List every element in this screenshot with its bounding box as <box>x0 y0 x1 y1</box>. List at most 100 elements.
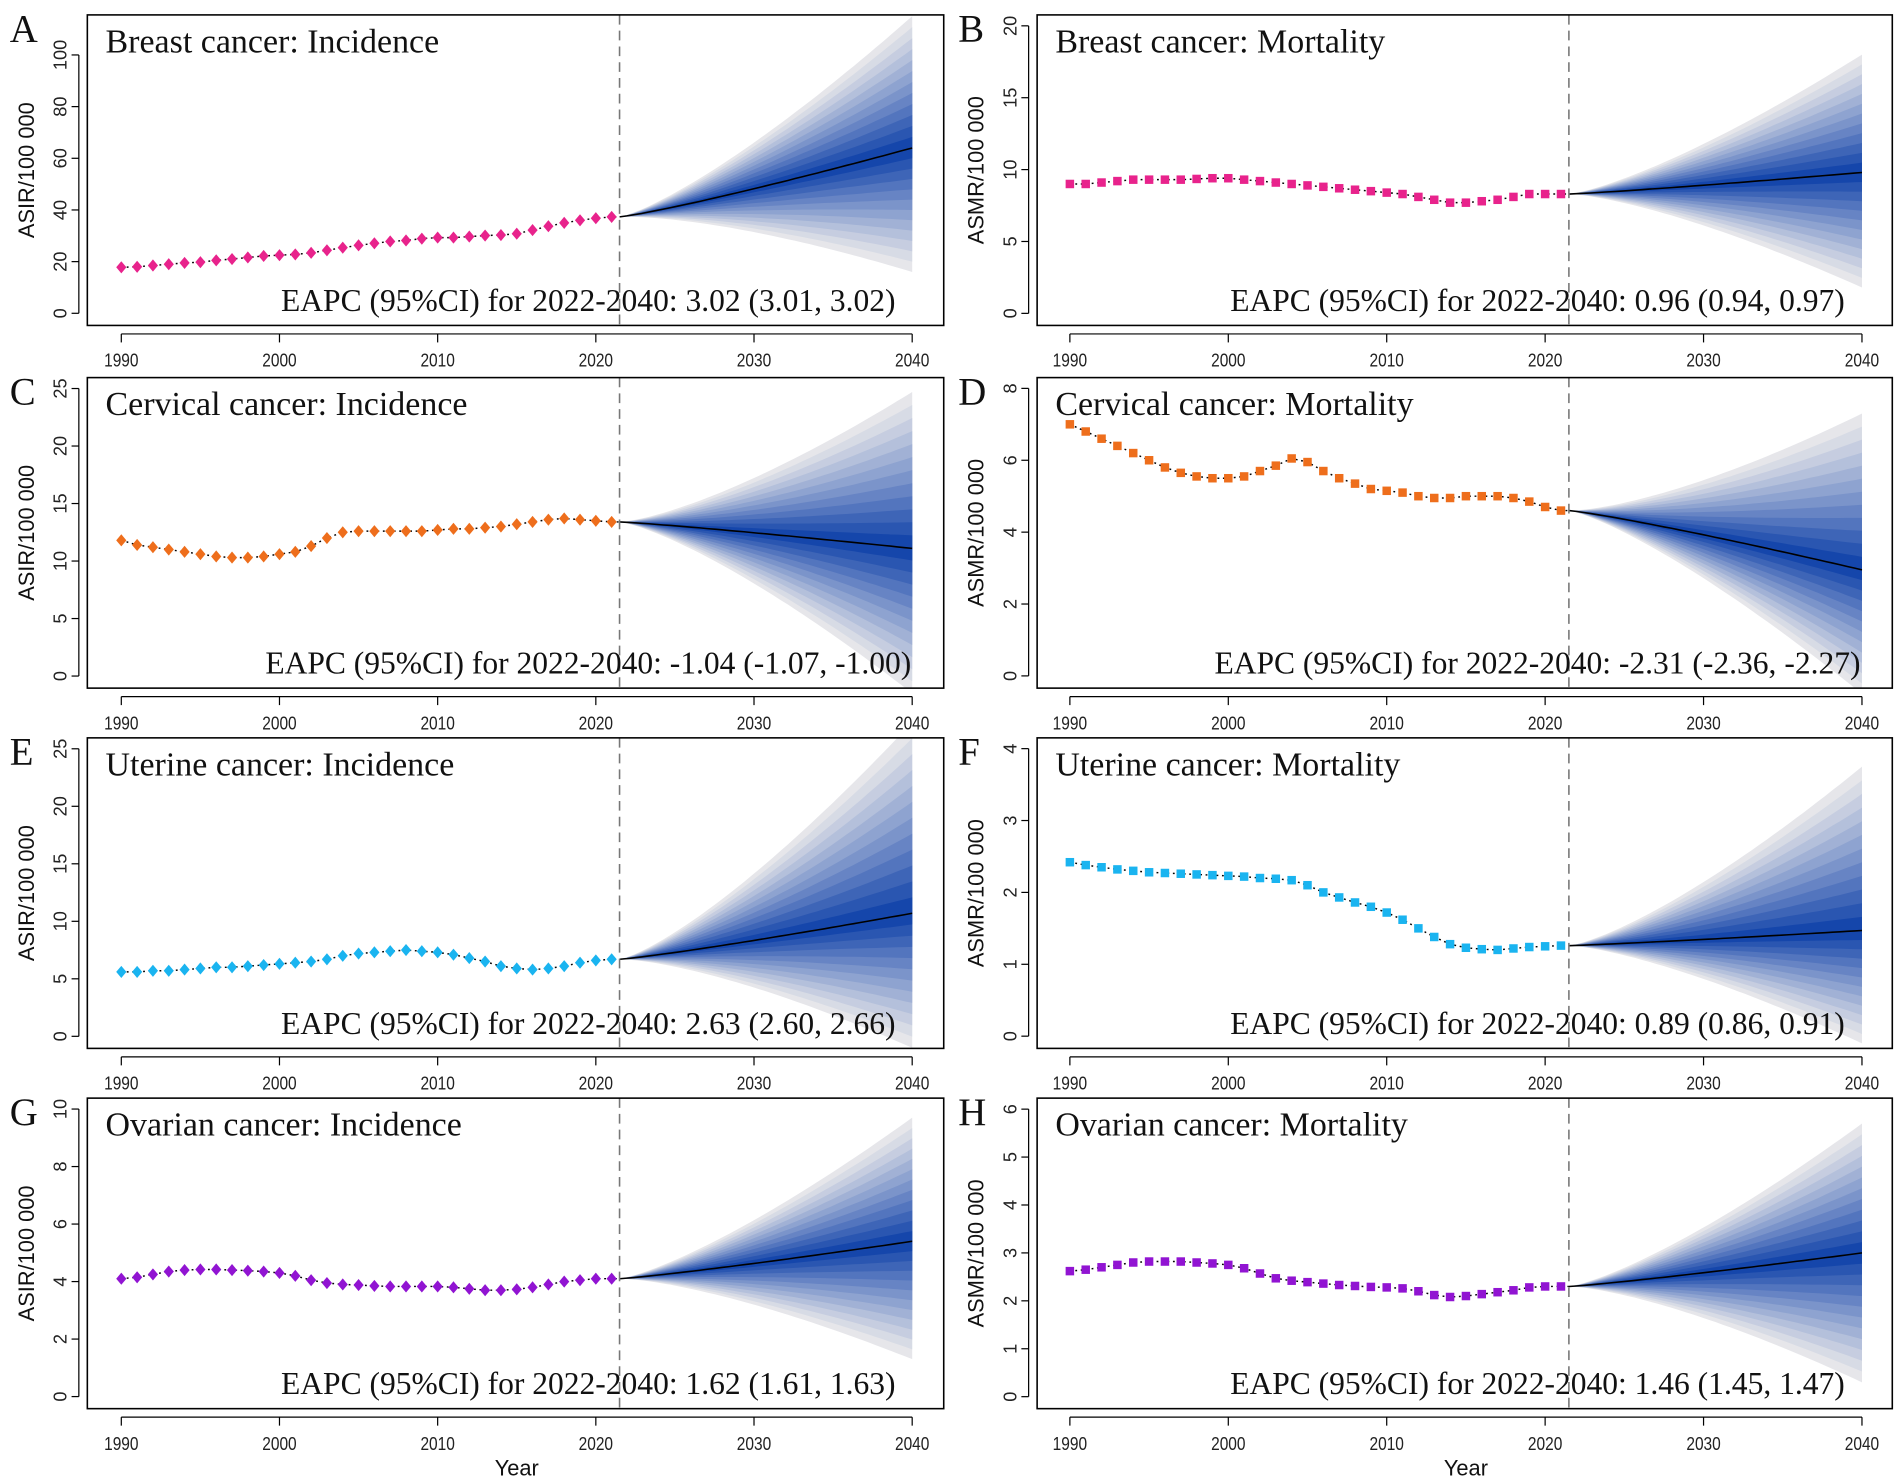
panel-title: Uterine cancer: Mortality <box>1055 746 1400 783</box>
data-point <box>163 543 174 556</box>
y-axis-title: ASIR/100 000 <box>14 465 39 601</box>
data-point <box>527 1281 538 1294</box>
data-point <box>1128 448 1138 458</box>
data-point <box>400 1280 412 1293</box>
data-point <box>195 1263 206 1276</box>
data-point <box>195 962 206 975</box>
data-point <box>1176 468 1186 478</box>
data-point <box>590 954 601 967</box>
data-point <box>258 550 269 563</box>
forecast-mean-line <box>619 521 913 550</box>
data-point <box>1382 1283 1391 1292</box>
data-point <box>1350 1281 1360 1291</box>
data-point <box>242 960 253 973</box>
y-tick-label: 10 <box>51 911 71 931</box>
data-point <box>226 252 238 266</box>
data-point <box>1192 174 1201 184</box>
data-point <box>400 525 412 538</box>
data-point <box>1509 944 1518 953</box>
y-tick-label: 20 <box>51 436 71 456</box>
data-point <box>1414 491 1423 501</box>
y-tick-label: 2 <box>1001 887 1021 897</box>
x-tick-label: 2010 <box>1370 1434 1404 1454</box>
data-point <box>1414 192 1423 202</box>
y-tick-label: 100 <box>51 40 71 70</box>
data-point <box>1160 175 1170 184</box>
data-point <box>306 955 317 968</box>
x-tick-label: 2030 <box>737 713 771 733</box>
data-point <box>1239 1264 1249 1273</box>
panel-title: Uterine cancer: Incidence <box>106 746 455 783</box>
data-point <box>1429 932 1439 942</box>
data-point <box>337 241 348 254</box>
data-point <box>1540 1282 1550 1291</box>
data-point <box>306 1274 317 1287</box>
forecast-mean-line <box>619 147 913 218</box>
data-point <box>1192 870 1201 879</box>
x-tick-label: 2020 <box>1528 1434 1562 1454</box>
y-tick-label: 6 <box>1001 1104 1021 1114</box>
x-tick-label: 2030 <box>1686 713 1720 733</box>
data-point <box>400 234 412 247</box>
y-axis-title: ASMR/100 000 <box>964 819 989 967</box>
panel-h: 0 1 2 3 4 5 6 ASMR/100 000 1990 2000 2010 2020 2030 2… <box>958 1091 1894 1480</box>
y-tick-label: 3 <box>1001 815 1021 825</box>
plot-area <box>1065 766 1863 1044</box>
x-tick-label: 2040 <box>895 713 929 733</box>
x-tick-label: 2010 <box>1370 1073 1404 1093</box>
x-tick-label: 2040 <box>895 1073 929 1093</box>
x-tick-label: 2000 <box>262 351 296 371</box>
data-point <box>1477 944 1487 954</box>
data-point <box>1128 1258 1138 1267</box>
data-point <box>321 531 333 545</box>
x-tick-label: 1990 <box>1053 1073 1087 1093</box>
observed-line <box>121 517 620 559</box>
data-point <box>559 960 570 973</box>
x-tick-label: 2030 <box>737 1073 771 1093</box>
data-point <box>1477 491 1487 501</box>
data-point <box>385 945 396 958</box>
data-point <box>369 237 380 250</box>
data-point <box>480 229 491 242</box>
data-point <box>527 224 538 237</box>
x-tick-label: 2010 <box>1370 713 1404 733</box>
data-point <box>242 251 253 264</box>
data-point <box>1493 195 1502 205</box>
x-tick-label: 2030 <box>1686 351 1720 371</box>
forecast-band <box>1568 916 1862 946</box>
forecast-band <box>619 881 913 960</box>
data-point <box>147 259 159 272</box>
y-tick-label: 4 <box>1001 744 1021 754</box>
y-tick-label: 6 <box>51 1219 71 1229</box>
data-point <box>1382 188 1391 197</box>
data-point <box>1334 473 1344 483</box>
data-point <box>1350 185 1360 194</box>
x-tick-label: 2020 <box>1528 351 1562 371</box>
data-point <box>1287 179 1296 189</box>
x-tick-label: 2030 <box>737 351 771 371</box>
data-point <box>416 525 427 538</box>
x-tick-label: 2040 <box>1845 351 1879 371</box>
data-point <box>1493 491 1502 501</box>
plot-border <box>86 737 945 1050</box>
data-point <box>1255 466 1265 476</box>
data-point <box>1239 872 1249 881</box>
data-point <box>1287 875 1296 885</box>
data-point <box>559 512 570 525</box>
data-point <box>511 962 522 975</box>
y-tick-label: 2 <box>51 1334 71 1344</box>
data-point <box>274 1266 285 1280</box>
plot-border <box>86 14 945 327</box>
panel-e: 0 5 10 15 20 25 ASIR/100 000 1990 2000 2010 2020 20… <box>10 731 945 1094</box>
x-tick-label: 2010 <box>420 1434 454 1454</box>
eapc-annotation: EAPC (95%CI) for 2022-2040: 0.96 (0.94, … <box>1230 283 1844 318</box>
y-tick-label: 40 <box>51 200 71 220</box>
data-point <box>1461 491 1471 501</box>
data-point <box>1144 456 1154 465</box>
data-point <box>1224 473 1233 483</box>
data-point <box>1303 1277 1312 1287</box>
data-point <box>1398 915 1407 924</box>
eapc-annotation: EAPC (95%CI) for 2022-2040: 0.89 (0.86, … <box>1230 1006 1844 1041</box>
panel-letter: F <box>958 731 980 774</box>
y-tick-label: 0 <box>1001 1031 1021 1041</box>
